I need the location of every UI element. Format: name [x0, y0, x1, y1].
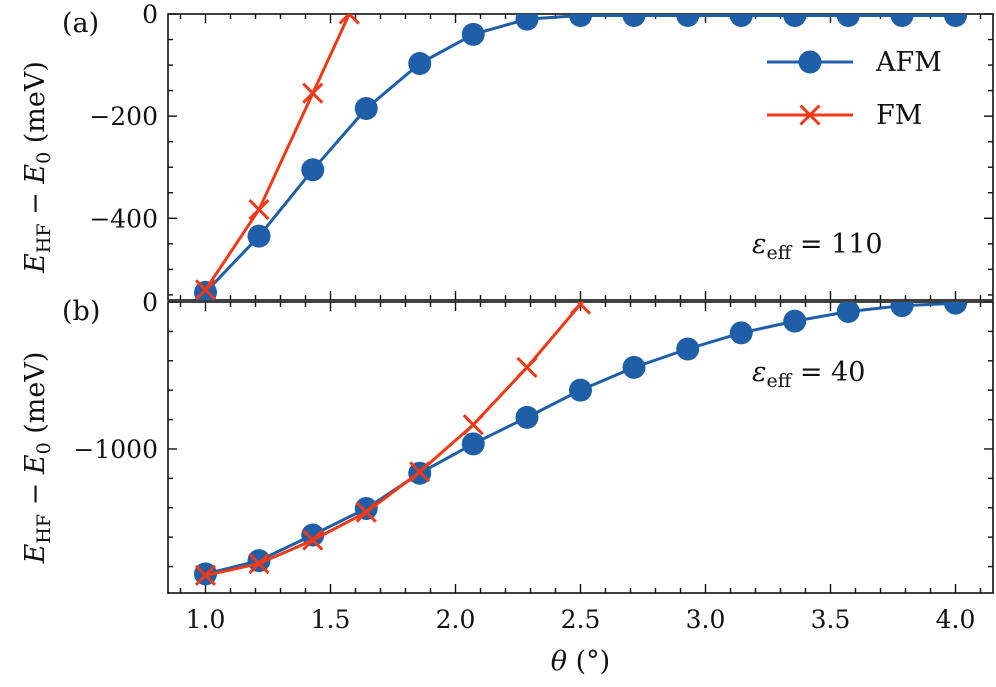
data-point-fm [194, 279, 217, 300]
data-point-afm [944, 302, 967, 315]
data-point-fm [302, 529, 324, 551]
data-point-afm [301, 523, 325, 547]
y-tick-label: −1000 [73, 435, 158, 464]
legend-item-fm: FM [767, 100, 922, 131]
data-point-afm [461, 432, 485, 456]
data-point-afm [408, 52, 432, 76]
legend-marker [799, 104, 821, 126]
data-point-fm [302, 82, 324, 104]
data-point-afm [354, 96, 378, 120]
legend-label: FM [876, 100, 922, 131]
data-point-fm [194, 564, 217, 586]
data-point-afm [783, 14, 807, 28]
legend: AFM FM [767, 47, 942, 131]
x-tick-label: 3.5 [811, 605, 851, 634]
data-point-afm [301, 158, 325, 182]
x-tick-label: 2.5 [561, 605, 601, 634]
data-point-fm [516, 356, 538, 378]
x-tick-label: 4.0 [936, 605, 976, 634]
y-tick-label: −200 [89, 102, 158, 131]
data-point-fm [338, 14, 360, 25]
data-point-afm [622, 355, 646, 379]
data-point-afm [729, 321, 753, 345]
data-point-afm [515, 405, 539, 429]
x-tick-label: 1.0 [186, 605, 226, 634]
data-point-afm [890, 14, 914, 28]
panel-label: (a) [62, 8, 99, 39]
data-point-fm [248, 553, 270, 575]
annotation: εeff = 110 [752, 229, 883, 264]
panel-label: (b) [62, 296, 100, 327]
data-point-afm [836, 302, 860, 324]
y-tick-label: 0 [142, 0, 158, 29]
data-point-afm [622, 14, 646, 28]
data-point-fm [409, 461, 431, 483]
data-point-fm [462, 414, 484, 436]
data-point-afm [569, 378, 592, 402]
series-line-fm [204, 14, 351, 291]
data-point-afm [569, 14, 592, 28]
data-point-fm [569, 302, 592, 315]
data-point-fm [248, 199, 270, 221]
data-point-fm [355, 501, 377, 523]
data-point-afm [836, 14, 860, 28]
data-point-afm [676, 337, 700, 361]
x-tick-label: 3.0 [686, 605, 726, 634]
legend-marker [798, 50, 822, 74]
data-point-afm [247, 224, 271, 248]
data-point-afm [890, 302, 914, 318]
data-point-afm [461, 22, 485, 46]
x-axis-title: θ (°) [551, 646, 610, 677]
plot-area [194, 302, 967, 586]
panel-a: 0 −200 −400 (a)EHF − E0 (meV) εeff = 110 AFM F… [20, 0, 994, 301]
legend-item-afm: AFM [767, 47, 942, 78]
data-point-afm [729, 14, 753, 28]
panel-b: 0 −1000 1.0 1.5 2.0 2.5 3.0 3.5 4.0 (b)EHF − E0 (… [20, 288, 994, 677]
data-point-afm [783, 309, 807, 333]
y-tick-label: 0 [142, 288, 158, 317]
data-point-afm [676, 14, 700, 28]
y-tick-label: −400 [89, 204, 158, 233]
x-tick-label: 2.0 [436, 605, 476, 634]
annotation: εeff = 40 [752, 357, 865, 392]
y-axis-title: EHF − E0 (meV) [20, 352, 55, 565]
plot-area [194, 14, 967, 300]
data-point-afm [247, 549, 271, 573]
y-axis-title: EHF − E0 (meV) [20, 61, 55, 274]
x-tick-label: 1.5 [311, 605, 351, 634]
data-point-afm [944, 14, 967, 28]
series-line-fm [205, 303, 582, 577]
legend-label: AFM [875, 47, 942, 78]
data-point-afm [515, 14, 539, 31]
